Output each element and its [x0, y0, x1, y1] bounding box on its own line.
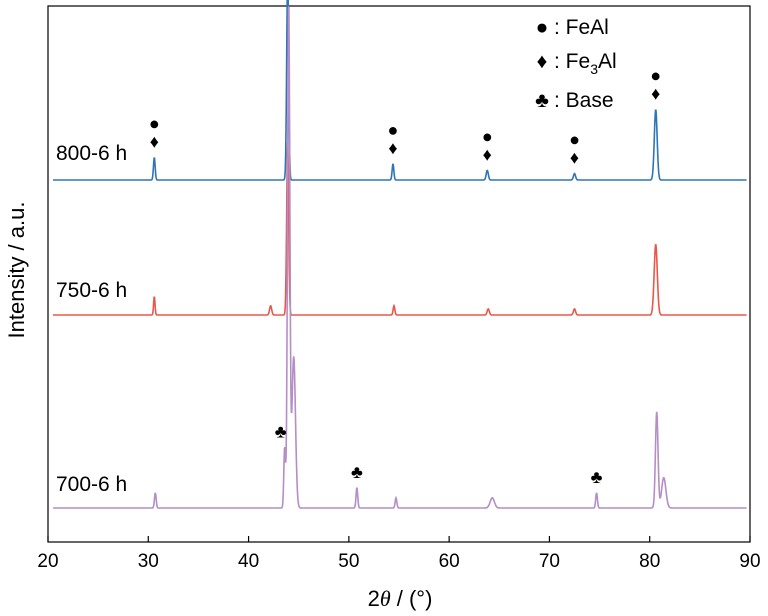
peak-marker: ♣ [591, 467, 603, 487]
peak-marker: ♦ [651, 84, 660, 104]
peak-marker: ♦ [483, 144, 492, 164]
x-tick-label: 80 [639, 551, 660, 572]
x-title-suffix: / (°) [391, 586, 433, 611]
legend-symbol: ● [536, 16, 549, 39]
x-tick-label: 40 [238, 551, 259, 572]
plot-border [47, 5, 751, 543]
series-line-750-6-h [53, 142, 747, 316]
x-axis: 20 30 40 50 60 70 80 90 [37, 536, 761, 572]
legend-label: : Base [554, 89, 614, 112]
series-label: 750-6 h [56, 279, 127, 302]
plot-frame [47, 5, 751, 543]
peak-marker: ● [650, 66, 661, 86]
series-layer: 800-6 h 750-6 h 700-6 h [53, 0, 747, 509]
y-axis-title: Intensity / a.u. [4, 202, 29, 339]
x-tick-label: 50 [338, 551, 359, 572]
legend-symbol: ♣ [535, 89, 549, 112]
x-tick-label: 60 [439, 551, 460, 572]
x-tick-label: 70 [539, 551, 560, 572]
x-tick-label: 30 [138, 551, 159, 572]
peak-marker: ● [482, 126, 493, 146]
peak-marker: ♦ [388, 138, 397, 158]
series-line-800-6-h [53, 0, 747, 181]
peak-marker: ● [569, 130, 580, 150]
x-title-symbol: θ [380, 586, 391, 611]
peak-marker: ♣ [351, 462, 363, 482]
peak-marker: ● [388, 120, 399, 140]
peak-marker: ♦ [150, 132, 159, 152]
series-label: 700-6 h [56, 473, 127, 496]
x-axis-title: 2θ / (°) [368, 586, 433, 611]
x-tick-label: 90 [739, 551, 760, 572]
legend: ●: FeAl ♦ : Fe3Al♣: Base [535, 16, 617, 112]
peak-markers: ♦●♦●♦●♦●♦●♦●♣♣♣ [149, 66, 661, 487]
peak-marker: ♦ [570, 148, 579, 168]
x-tick-label: 20 [37, 551, 58, 572]
series-label: 800-6 h [56, 142, 127, 165]
peak-marker: ♣ [275, 421, 287, 441]
legend-symbol: ♦ [537, 50, 548, 73]
peak-marker: ● [149, 114, 160, 134]
legend-label: : FeAl [554, 16, 609, 39]
legend-label: : Fe3Al [554, 50, 617, 77]
series-line-700-6-h [53, 6, 747, 509]
x-title-prefix: 2 [368, 586, 380, 611]
